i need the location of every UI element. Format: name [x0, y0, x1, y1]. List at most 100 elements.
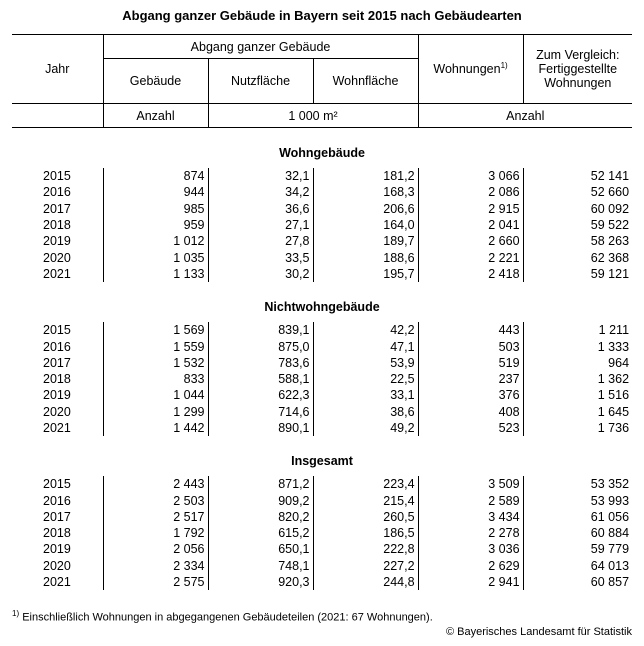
gebaeude-cell: 2 503 — [102, 492, 208, 509]
year-cell: 2019 — [43, 388, 71, 403]
gebaeude-cell: 959 — [102, 216, 208, 234]
year-cell: 2018 — [43, 526, 71, 541]
gebaeude-cell: 1 012 — [102, 233, 208, 250]
nutzflaeche-cell: 650,1 — [207, 541, 313, 558]
gebaeude-cell: 1 044 — [102, 387, 208, 404]
wohnungen-cell: 3 066 — [417, 168, 524, 185]
nutzflaeche-cell: 890,1 — [207, 419, 313, 437]
year-cell: 2020 — [43, 404, 71, 419]
fertiggestellte-wohnungen-cell: 62 368 — [522, 249, 633, 266]
unit-m2: 1 000 m² — [207, 103, 419, 128]
wohnungen-cell: 503 — [417, 338, 524, 355]
fertiggestellte-wohnungen-cell: 60 092 — [522, 200, 633, 217]
year-cell: 2021 — [43, 421, 71, 435]
year-cell: 2016 — [43, 185, 71, 200]
table-row: 2016 2 503 909,2 215,4 2 589 53 993 — [12, 492, 633, 509]
wohnflaeche-cell: 47,1 — [312, 338, 419, 355]
wohnflaeche-cell: 49,2 — [312, 419, 419, 437]
table-row: 2020 1 299 714,6 38,6 408 1 645 — [12, 403, 633, 420]
table-title: Abgang ganzer Gebäude in Bayern seit 201… — [122, 8, 522, 23]
fertiggestellte-wohnungen-cell: 1 211 — [522, 322, 633, 339]
fertiggestellte-wohnungen-cell: 60 857 — [522, 573, 633, 591]
nutzflaeche-cell: 748,1 — [207, 557, 313, 574]
nutzflaeche-cell: 34,2 — [207, 184, 313, 201]
wohnungen-cell: 3 509 — [417, 476, 524, 493]
fertiggestellte-wohnungen-cell: 1 333 — [522, 338, 633, 355]
fertiggestellte-wohnungen-cell: 64 013 — [522, 557, 633, 574]
year-cell: 2017 — [43, 201, 71, 216]
year-cell: 2015 — [43, 169, 71, 184]
copyright: © Bayerisches Landesamt für Statistik — [445, 626, 632, 638]
nutzflaeche-cell: 783,6 — [207, 354, 313, 371]
nutzflaeche-cell: 33,5 — [207, 249, 313, 266]
data-table: Jahr Abgang ganzer Gebäude Wohnungen1) Z… — [12, 34, 633, 591]
wohnflaeche-cell: 206,6 — [312, 200, 419, 217]
year-cell: 2017 — [43, 355, 71, 370]
table-row: 2021 1 442 890,1 49,2 523 1 736 — [12, 419, 633, 437]
section-title: Insgesamt — [291, 454, 353, 469]
table-row: 2016 944 34,2 168,3 2 086 52 660 — [12, 184, 633, 201]
section-title: Wohngebäude — [279, 146, 365, 160]
header-gebaeude: Gebäude — [102, 58, 209, 104]
wohnungen-cell: 443 — [417, 322, 524, 339]
table-row: 2015 2 443 871,2 223,4 3 509 53 352 — [12, 476, 633, 493]
fertiggestellte-wohnungen-cell: 52 660 — [522, 184, 633, 201]
nutzflaeche-cell: 615,2 — [207, 525, 313, 542]
wohnungen-cell: 2 915 — [417, 200, 524, 217]
table-row: 2016 1 559 875,0 47,1 503 1 333 — [12, 338, 633, 355]
wohnungen-cell: 237 — [417, 370, 524, 388]
nutzflaeche-cell: 820,2 — [207, 508, 313, 526]
wohnungen-cell: 376 — [417, 387, 524, 404]
nutzflaeche-cell: 920,3 — [207, 573, 313, 591]
wohnungen-cell: 3 434 — [417, 508, 524, 526]
wohnflaeche-cell: 188,6 — [312, 249, 419, 266]
year-cell: 2020 — [43, 250, 71, 265]
table-row: 2021 1 133 30,2 195,7 2 418 59 121 — [12, 265, 633, 283]
header-wohnungen: Wohnungen1) — [417, 34, 524, 104]
nutzflaeche-cell: 875,0 — [207, 338, 313, 355]
table-row: 2021 2 575 920,3 244,8 2 941 60 857 — [12, 573, 633, 591]
gebaeude-cell: 944 — [102, 184, 208, 201]
header-nutzflaeche: Nutzfläche — [207, 58, 314, 104]
gebaeude-cell: 2 334 — [102, 557, 208, 574]
footnote: 1) Einschließlich Wohnungen in abgegange… — [12, 609, 433, 624]
year-cell: 2020 — [43, 558, 71, 573]
year-cell: 2015 — [43, 323, 71, 338]
wohnungen-cell: 523 — [417, 419, 524, 437]
nutzflaeche-cell: 32,1 — [207, 168, 313, 185]
wohnungen-cell: 2 589 — [417, 492, 524, 509]
wohnflaeche-cell: 33,1 — [312, 387, 419, 404]
nutzflaeche-cell: 839,1 — [207, 322, 313, 339]
table-row: 2019 1 044 622,3 33,1 376 1 516 — [12, 387, 633, 404]
year-cell: 2021 — [43, 575, 71, 590]
wohnflaeche-cell: 53,9 — [312, 354, 419, 371]
table-row: 2018 959 27,1 164,0 2 041 59 522 — [12, 216, 633, 234]
fertiggestellte-wohnungen-cell: 52 141 — [522, 168, 633, 185]
header-jahr: Jahr — [12, 34, 104, 104]
fertiggestellte-wohnungen-cell: 60 884 — [522, 525, 633, 542]
wohnflaeche-cell: 260,5 — [312, 508, 419, 526]
wohnflaeche-cell: 189,7 — [312, 233, 419, 250]
nutzflaeche-cell: 588,1 — [207, 370, 313, 388]
nutzflaeche-cell: 622,3 — [207, 387, 313, 404]
gebaeude-cell: 1 133 — [102, 265, 208, 283]
wohnungen-cell: 2 086 — [417, 184, 524, 201]
wohnflaeche-cell: 195,7 — [312, 265, 419, 283]
table-row: 2018 1 792 615,2 186,5 2 278 60 884 — [12, 525, 633, 542]
table-row: 2017 2 517 820,2 260,5 3 434 61 056 — [12, 508, 633, 526]
gebaeude-cell: 2 517 — [102, 508, 208, 526]
year-cell: 2021 — [43, 266, 71, 281]
wohnungen-cell: 2 629 — [417, 557, 524, 574]
wohnflaeche-cell: 215,4 — [312, 492, 419, 509]
gebaeude-cell: 1 299 — [102, 403, 208, 420]
wohnflaeche-cell: 168,3 — [312, 184, 419, 201]
year-cell: 2018 — [43, 372, 71, 387]
table-row: 2019 2 056 650,1 222,8 3 036 59 779 — [12, 541, 633, 558]
header-group: Abgang ganzer Gebäude — [102, 34, 419, 59]
gebaeude-cell: 2 443 — [102, 476, 208, 493]
section-title: Nichtwohngebäude — [264, 300, 380, 315]
nutzflaeche-cell: 909,2 — [207, 492, 313, 509]
wohnflaeche-cell: 22,5 — [312, 370, 419, 388]
fertiggestellte-wohnungen-cell: 59 121 — [522, 265, 633, 283]
gebaeude-cell: 1 569 — [102, 322, 208, 339]
